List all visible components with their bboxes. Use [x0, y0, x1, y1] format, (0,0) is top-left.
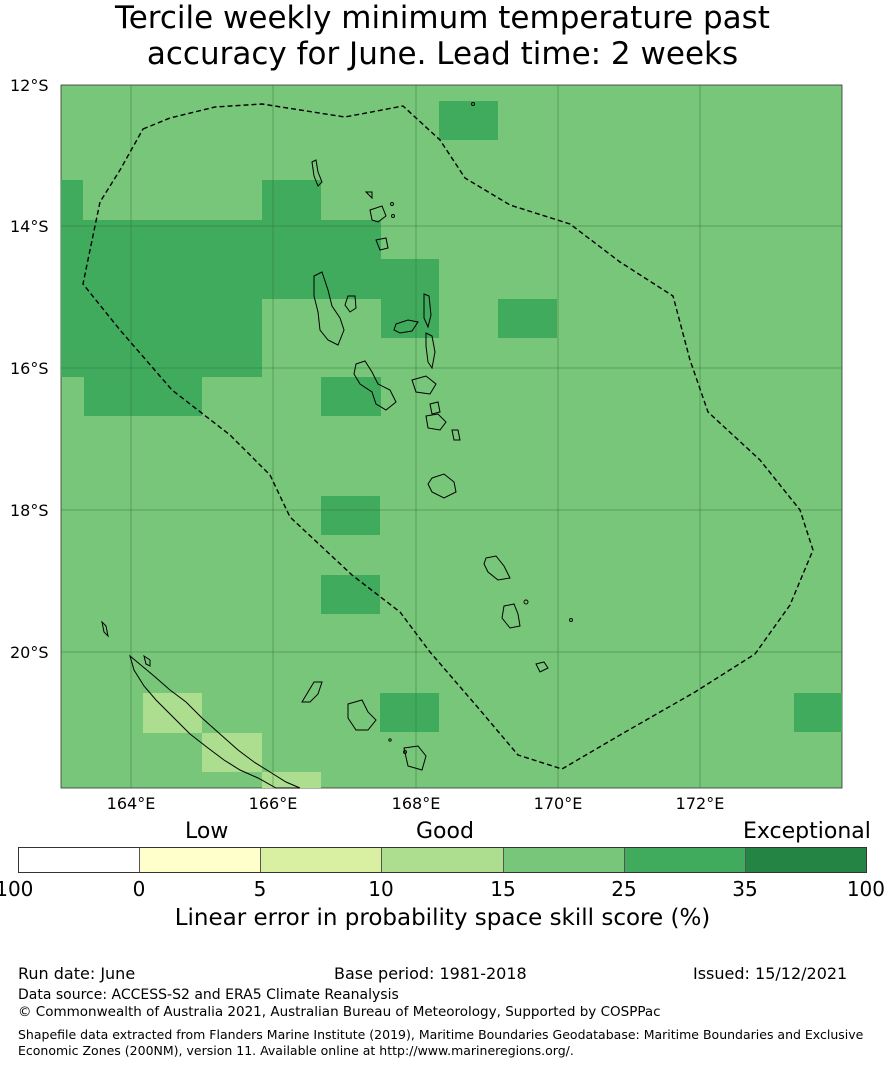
shapefile-credit-line-1: Shapefile data extracted from Flanders M… — [18, 1027, 864, 1042]
lon-label: 164°E — [106, 794, 156, 813]
colorbar-tick: 15 — [490, 877, 516, 901]
title-line-2: accuracy for June. Lead time: 2 weeks — [146, 36, 739, 72]
colorbar-tick: 5 — [253, 877, 267, 901]
skill-cell — [794, 693, 842, 732]
colorbar-segment — [624, 848, 746, 872]
copyright: © Commonwealth of Australia 2021, Austra… — [18, 1004, 661, 1020]
skill-cells-high — [61, 101, 842, 732]
skill-cell — [380, 693, 439, 732]
island-ambrym — [411, 375, 437, 395]
gridlines — [61, 85, 842, 788]
colorbar-segment — [745, 848, 866, 872]
island-northern-reef — [143, 654, 151, 667]
lat-label: 12°S — [10, 76, 49, 95]
colorbar-tick: 100 — [846, 877, 885, 901]
base-period: Base period: 1981-2018 — [334, 964, 527, 983]
colorbar-category-good: Good — [416, 819, 474, 844]
skill-cell — [262, 180, 321, 220]
skill-cell — [61, 180, 83, 220]
run-date: Run date: June — [18, 964, 136, 983]
colorbar-tick: 10 — [368, 877, 394, 901]
skill-cell — [61, 299, 262, 377]
island-maewo — [423, 293, 432, 329]
colorbar-category-low: Low — [185, 819, 229, 844]
colorbar-segment — [382, 848, 504, 872]
skill-cell — [61, 220, 381, 299]
island-malo — [344, 295, 357, 313]
colorbar-tick: -100 — [0, 877, 34, 901]
island-tanna — [501, 603, 521, 629]
colorbar-tick: 0 — [132, 877, 146, 901]
skill-cell — [321, 575, 380, 614]
island-espiritu-santo — [313, 271, 345, 346]
colorbar — [18, 847, 867, 873]
eez-boundary — [82, 103, 814, 770]
island-efate — [427, 473, 457, 499]
lat-label: 14°S — [10, 217, 49, 236]
island-epi — [425, 413, 447, 431]
skill-cell — [381, 259, 439, 338]
colorbar-label: Linear error in probability space skill … — [174, 905, 711, 931]
island-belep — [101, 620, 109, 638]
skill-cell — [202, 733, 262, 772]
colorbar-category-exceptional: Exceptional — [743, 819, 871, 844]
lat-label: 16°S — [10, 359, 49, 378]
issued-date: Issued: 15/12/2021 — [693, 964, 848, 983]
island-loyalty-3 — [403, 745, 427, 771]
tiny-islands — [388, 102, 573, 754]
lon-label: 172°E — [675, 794, 725, 813]
lat-label: 18°S — [10, 501, 49, 520]
skill-cell — [498, 299, 557, 338]
island-aneityum — [535, 661, 549, 673]
island-banks-1 — [369, 205, 387, 223]
island-banks-3 — [364, 191, 373, 200]
colorbar-segment — [261, 848, 383, 872]
skill-cell — [321, 496, 380, 535]
skill-cells-low — [143, 693, 321, 788]
shapefile-credit-line-2: Economic Zones (200NM), version 11. Avai… — [18, 1043, 574, 1058]
island-paama — [429, 401, 441, 415]
skill-cell — [143, 693, 202, 733]
data-source: Data source: ACCESS-S2 and ERA5 Climate … — [18, 987, 399, 1003]
skill-cell — [84, 377, 202, 416]
shapefile-credit: Shapefile data extracted from Flanders M… — [18, 1027, 868, 1059]
island-torres — [311, 159, 323, 187]
island-erromango — [483, 555, 511, 581]
colorbar-tick: 35 — [732, 877, 758, 901]
island-malekula — [353, 360, 397, 411]
lon-label: 170°E — [533, 794, 583, 813]
lon-label: 166°E — [248, 794, 298, 813]
title-line-1: Tercile weekly minimum temperature past — [115, 0, 770, 36]
island-banks-2 — [375, 237, 389, 251]
lat-label: 20°S — [10, 643, 49, 662]
island-shepherd — [451, 429, 461, 441]
island-pentecost — [425, 332, 436, 370]
colorbar-segment — [140, 848, 262, 872]
map-title: Tercile weekly minimum temperature past … — [0, 0, 885, 72]
lon-label: 168°E — [391, 794, 441, 813]
map-panel — [60, 84, 843, 789]
skill-cell — [439, 101, 498, 140]
island-ambae — [393, 319, 419, 334]
island-loyalty-2 — [347, 699, 377, 731]
skill-cell — [321, 377, 381, 416]
colorbar-tick: 25 — [611, 877, 637, 901]
coastlines — [101, 159, 549, 789]
colorbar-segment — [19, 848, 141, 872]
island-loyalty-1 — [301, 681, 323, 703]
colorbar-segment — [503, 848, 625, 872]
island-new-caledonia — [129, 654, 301, 789]
map-background — [60, 84, 843, 789]
